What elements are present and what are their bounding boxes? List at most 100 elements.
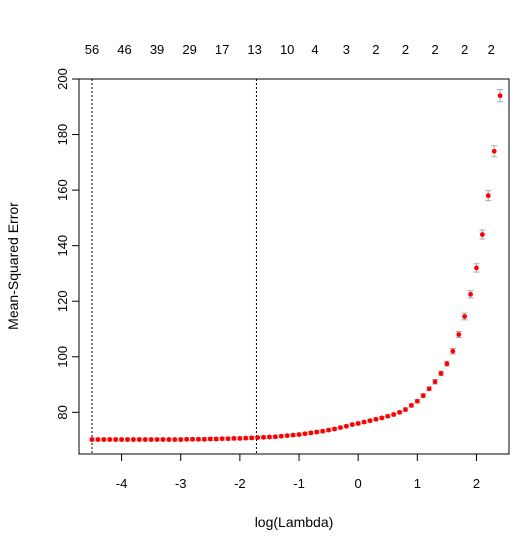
data-point bbox=[119, 437, 124, 442]
data-point bbox=[414, 398, 420, 404]
data-point bbox=[261, 434, 266, 440]
data-point bbox=[474, 265, 479, 271]
data-point bbox=[213, 436, 219, 442]
top-count-label: 10 bbox=[280, 42, 294, 57]
data-point bbox=[397, 409, 402, 415]
x-tick-label: -3 bbox=[175, 476, 187, 491]
plot-border bbox=[78, 78, 510, 455]
x-axis-title: log(Lambda) bbox=[255, 514, 334, 530]
data-point bbox=[243, 435, 249, 441]
data-point bbox=[172, 437, 178, 442]
data-point bbox=[409, 402, 414, 408]
data-point bbox=[426, 386, 432, 392]
y-tick-label: 120 bbox=[55, 290, 70, 312]
data-point bbox=[95, 437, 101, 442]
data-point bbox=[497, 93, 503, 99]
top-count-label: 17 bbox=[215, 42, 229, 57]
data-point bbox=[290, 432, 296, 438]
error-bars bbox=[89, 89, 504, 442]
data-point bbox=[190, 436, 195, 442]
data-point bbox=[314, 429, 320, 435]
x-axis: -4 -3 -2 -1 0 1 2 bbox=[116, 454, 480, 491]
data-point bbox=[107, 437, 113, 442]
data-points bbox=[89, 93, 503, 442]
data-point bbox=[403, 407, 408, 412]
data-point bbox=[343, 423, 349, 429]
data-point bbox=[391, 412, 397, 417]
x-tick-label: -4 bbox=[116, 476, 128, 491]
data-point bbox=[332, 426, 337, 432]
top-axis-counts: 56 46 39 29 17 13 10 4 3 2 2 2 2 2 bbox=[85, 42, 495, 57]
data-point bbox=[296, 432, 302, 437]
top-count-label: 3 bbox=[343, 42, 350, 57]
top-count-label: 4 bbox=[311, 42, 318, 57]
data-point bbox=[148, 437, 154, 442]
top-count-label: 2 bbox=[488, 42, 495, 57]
y-tick-label: 140 bbox=[55, 235, 70, 257]
data-point bbox=[302, 431, 308, 437]
data-point bbox=[326, 427, 332, 433]
data-point bbox=[361, 419, 367, 425]
y-axis: 80 100 120 140 160 180 200 bbox=[55, 68, 79, 420]
x-tick-label: 0 bbox=[355, 476, 362, 491]
top-count-label: 56 bbox=[85, 42, 99, 57]
data-point bbox=[338, 425, 343, 431]
data-point bbox=[284, 433, 290, 439]
y-tick-label: 180 bbox=[55, 124, 70, 146]
x-tick-label: -2 bbox=[234, 476, 246, 491]
data-point bbox=[355, 421, 361, 426]
y-tick-label: 80 bbox=[55, 405, 70, 419]
x-tick-label: -1 bbox=[293, 476, 305, 491]
data-point bbox=[379, 415, 385, 421]
data-point bbox=[479, 232, 485, 237]
y-tick-label: 100 bbox=[55, 346, 70, 368]
data-point bbox=[373, 416, 379, 422]
top-count-label: 13 bbox=[247, 42, 261, 57]
top-count-label: 2 bbox=[431, 42, 438, 57]
data-point bbox=[178, 437, 184, 442]
top-count-label: 2 bbox=[461, 42, 468, 57]
data-point bbox=[196, 436, 201, 442]
data-point bbox=[136, 437, 142, 442]
data-point bbox=[491, 148, 497, 154]
data-point bbox=[231, 436, 237, 441]
y-tick-label: 200 bbox=[55, 68, 70, 90]
data-point bbox=[201, 436, 207, 442]
top-count-label: 46 bbox=[117, 42, 131, 57]
y-axis-title: Mean-Squared Error bbox=[5, 202, 21, 330]
data-point bbox=[367, 418, 373, 424]
x-tick-label: 1 bbox=[414, 476, 421, 491]
data-point bbox=[462, 314, 468, 319]
top-count-label: 2 bbox=[402, 42, 409, 57]
data-point bbox=[131, 437, 136, 442]
x-tick-label: 2 bbox=[473, 476, 480, 491]
data-point bbox=[468, 291, 473, 297]
data-point bbox=[450, 348, 456, 354]
data-point bbox=[160, 437, 166, 442]
data-point bbox=[219, 436, 225, 442]
data-point bbox=[308, 430, 314, 436]
top-count-label: 2 bbox=[372, 42, 379, 57]
data-point bbox=[272, 434, 278, 440]
top-count-label: 29 bbox=[182, 42, 196, 57]
data-point bbox=[438, 371, 444, 376]
data-point bbox=[237, 436, 243, 441]
data-point bbox=[154, 437, 160, 442]
data-point bbox=[166, 437, 172, 442]
data-point bbox=[225, 436, 231, 442]
data-point bbox=[267, 434, 272, 440]
data-point bbox=[113, 437, 119, 442]
data-point bbox=[385, 413, 391, 419]
data-point bbox=[142, 437, 148, 442]
data-point bbox=[485, 193, 491, 199]
data-point bbox=[255, 435, 261, 441]
data-point bbox=[184, 436, 190, 442]
data-point bbox=[101, 437, 107, 442]
data-point bbox=[456, 332, 462, 337]
top-count-label: 39 bbox=[150, 42, 164, 57]
data-point bbox=[125, 437, 130, 442]
data-point bbox=[278, 433, 284, 439]
data-point bbox=[320, 428, 326, 434]
data-point bbox=[207, 436, 213, 442]
